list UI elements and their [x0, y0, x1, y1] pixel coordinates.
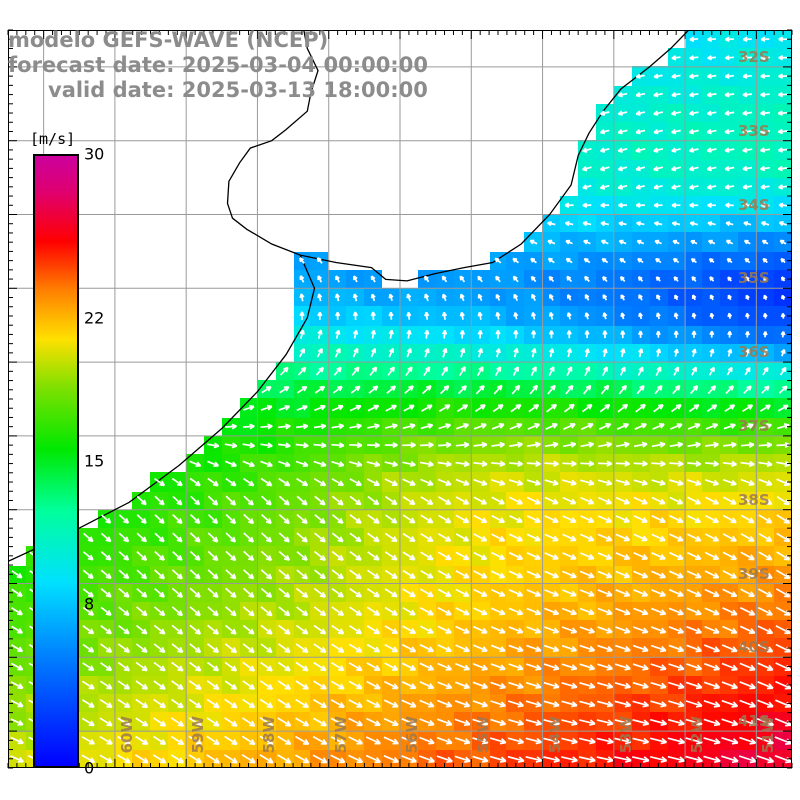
longitude-label-52W: 52W	[688, 716, 707, 754]
coastline	[8, 30, 690, 562]
latitude-label-33S: 33S	[738, 121, 770, 140]
colorbar-tick-22: 22	[84, 308, 105, 328]
colorbar-tick-8: 8	[84, 594, 95, 614]
longitude-label-56W: 56W	[403, 716, 421, 754]
latitude-label-36S: 36S	[738, 343, 770, 362]
colorbar-tick-15: 15	[84, 451, 105, 471]
latitude-label-41S: 41S	[738, 712, 770, 731]
latitude-label-39S: 39S	[738, 564, 770, 583]
colorbar[interactable]	[33, 154, 79, 768]
longitude-label-58W: 58W	[260, 716, 279, 754]
latitude-label-37S: 37S	[738, 416, 770, 435]
longitude-label-53W: 53W	[616, 716, 635, 754]
wind-direction-arrows	[10, 36, 792, 764]
longitude-label-55W: 55W	[474, 716, 493, 754]
colorbar-tick-30: 30	[84, 144, 105, 164]
map-gridlines	[8, 30, 792, 768]
longitude-label-59W: 59W	[189, 716, 208, 754]
colorbar-box	[33, 154, 79, 768]
longitude-label-60W: 60W	[117, 716, 136, 754]
latitude-label-34S: 34S	[738, 195, 770, 214]
longitude-label-54W: 54W	[545, 716, 564, 754]
latitude-label-40S: 40S	[738, 638, 770, 657]
latitude-label-35S: 35S	[738, 269, 770, 288]
longitude-label-51W: 51W	[759, 716, 778, 754]
longitude-label-57W: 57W	[331, 716, 350, 754]
colorbar-units-label: [m/s]	[30, 130, 76, 148]
colorbar-tick-0: 0	[84, 758, 95, 778]
colorbar-gradient	[35, 156, 77, 766]
map-plot-area[interactable]	[8, 30, 792, 768]
latitude-label-38S: 38S	[738, 490, 770, 509]
latitude-label-32S: 32S	[738, 47, 770, 66]
